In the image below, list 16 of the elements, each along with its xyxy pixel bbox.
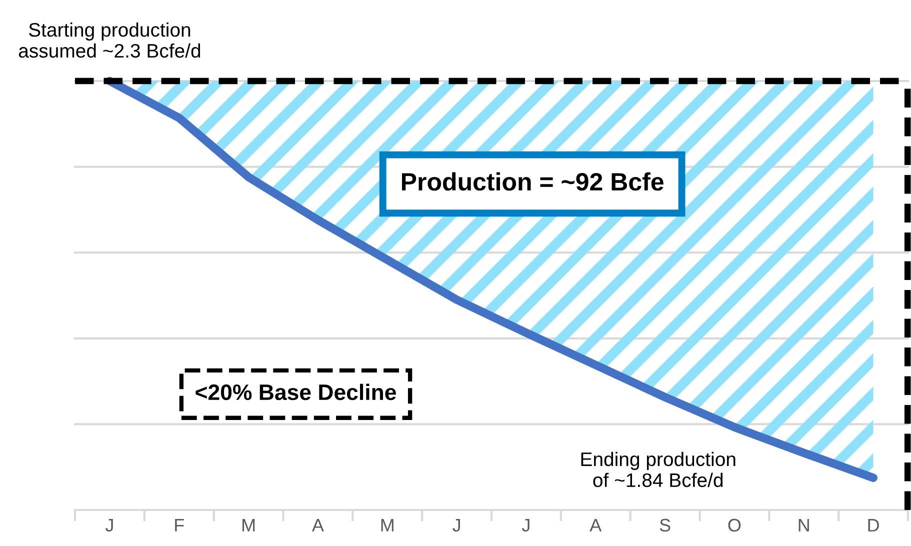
x-tick-label: A <box>590 518 602 532</box>
x-tick-label: D <box>868 518 879 532</box>
x-tick-label: O <box>728 518 741 532</box>
annotation: Ending production of ~1.84 Bcfe/d <box>581 452 736 488</box>
x-tick-label: J <box>452 518 460 532</box>
x-tick-label: J <box>522 518 530 532</box>
x-tick-label: M <box>242 518 255 532</box>
x-tick-label: N <box>798 518 809 532</box>
annotation: <20% Base Decline <box>196 384 396 400</box>
x-tick-label: J <box>105 518 113 532</box>
annotation: Starting production assumed ~2.3 Bcfe/d <box>18 22 200 58</box>
x-tick-label: A <box>312 518 324 532</box>
x-tick-label: S <box>660 518 670 532</box>
annotation: Production = ~92 Bcfe <box>402 172 664 191</box>
x-tick-label: F <box>175 518 184 532</box>
x-tick-label: M <box>381 518 394 532</box>
